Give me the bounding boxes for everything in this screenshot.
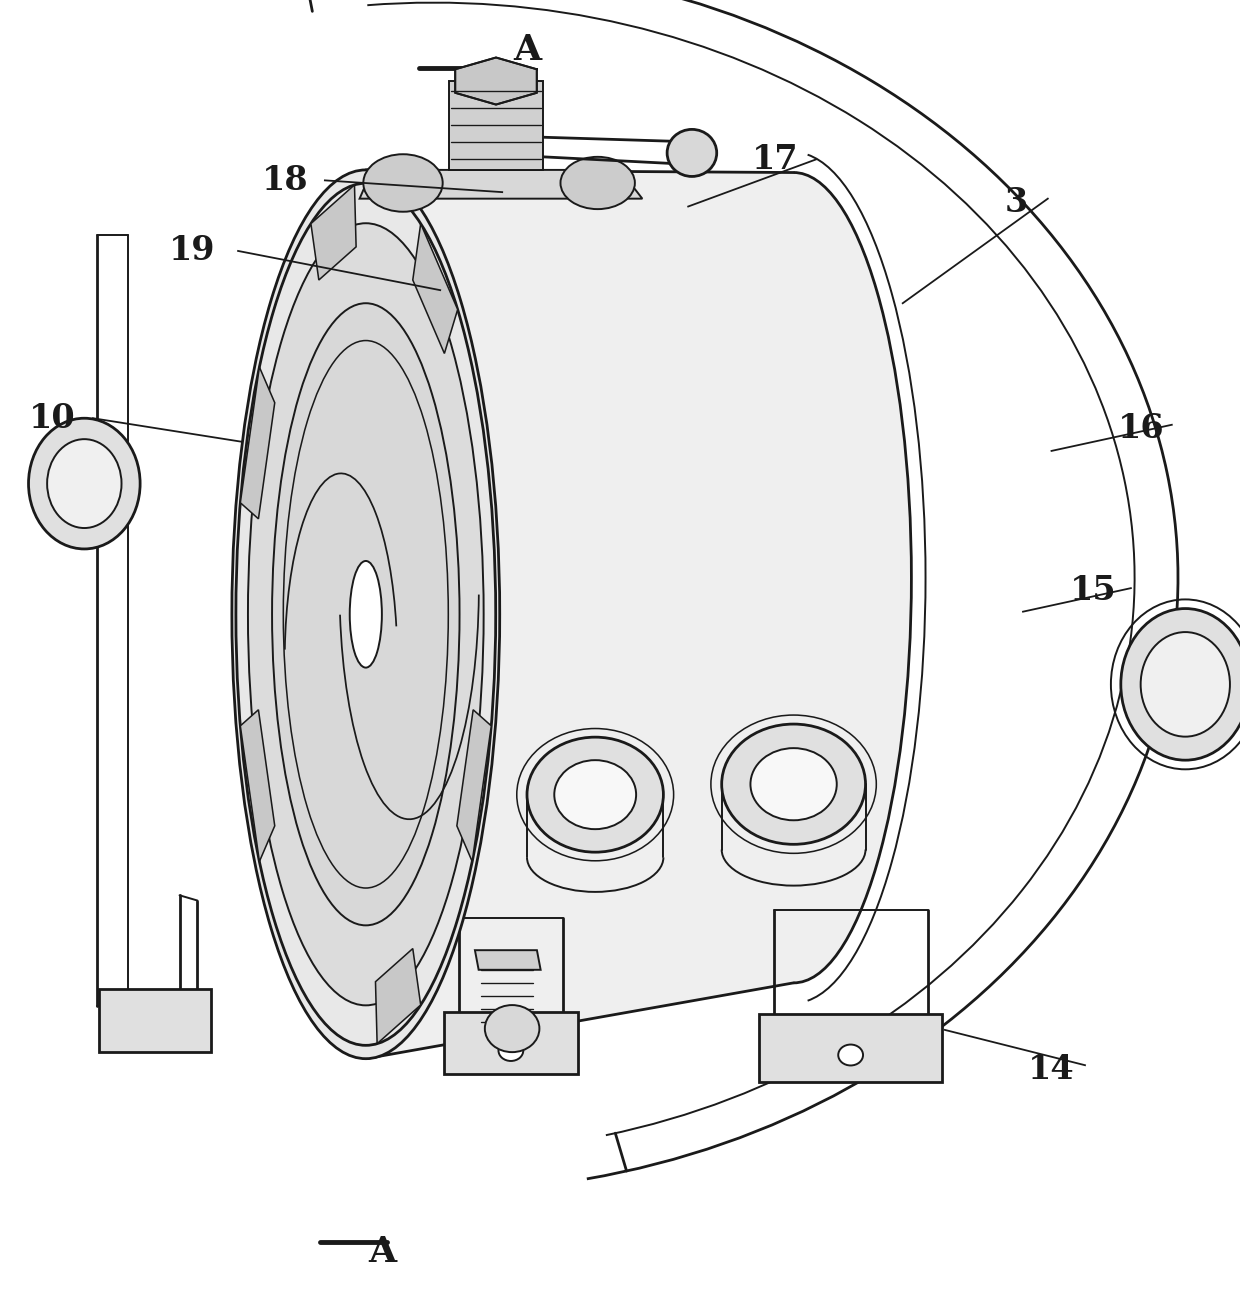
Polygon shape [413,223,458,353]
Polygon shape [444,1012,578,1074]
Polygon shape [241,367,275,519]
Polygon shape [360,170,642,199]
Polygon shape [455,58,537,105]
Ellipse shape [47,439,122,528]
Ellipse shape [838,1044,863,1065]
Ellipse shape [350,561,382,668]
Text: 3: 3 [1006,186,1028,220]
Text: 10: 10 [29,401,76,435]
Ellipse shape [1141,633,1230,737]
Text: 19: 19 [169,234,216,268]
Polygon shape [759,1014,942,1082]
Polygon shape [366,170,911,1059]
Polygon shape [376,949,420,1044]
Polygon shape [311,184,356,280]
Text: 16: 16 [1117,412,1164,446]
Ellipse shape [1121,609,1240,761]
Ellipse shape [667,129,717,176]
Polygon shape [99,989,211,1052]
Ellipse shape [485,1005,539,1052]
Text: A: A [513,33,541,67]
Text: A: A [368,1235,396,1269]
Ellipse shape [498,1040,523,1061]
Text: 15: 15 [1070,574,1117,608]
Ellipse shape [232,170,500,1059]
Ellipse shape [248,223,484,1005]
Ellipse shape [750,748,837,821]
Polygon shape [449,81,543,170]
Polygon shape [475,950,541,970]
Text: 17: 17 [751,142,799,176]
Ellipse shape [29,418,140,549]
Ellipse shape [554,761,636,829]
Ellipse shape [560,157,635,209]
Ellipse shape [527,737,663,852]
Ellipse shape [272,303,460,925]
Polygon shape [456,710,491,861]
Text: 18: 18 [262,163,309,197]
Polygon shape [241,710,275,861]
Text: 14: 14 [1028,1052,1075,1086]
Ellipse shape [722,724,866,844]
Ellipse shape [363,154,443,212]
